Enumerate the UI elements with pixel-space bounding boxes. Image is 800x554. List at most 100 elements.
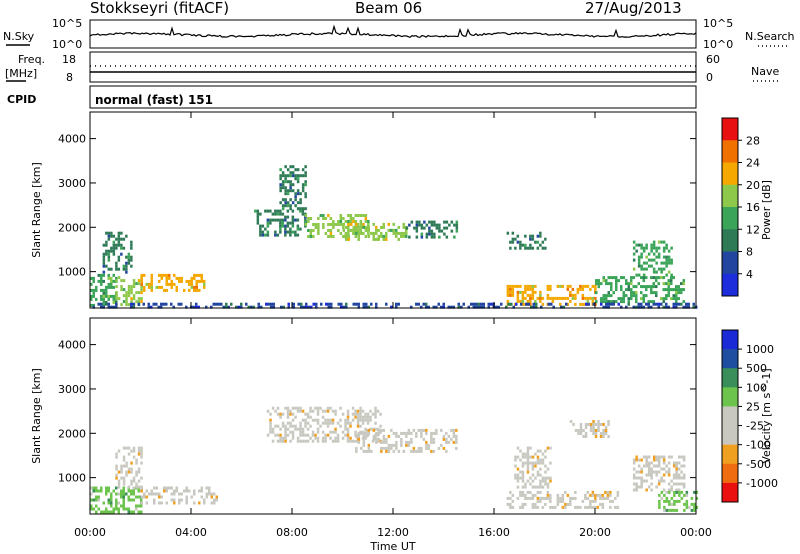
velocity-cell: [281, 436, 285, 440]
power-cell: [511, 240, 515, 244]
velocity-cell: [120, 489, 123, 493]
power-cell: [287, 302, 290, 306]
power-cell: [286, 215, 290, 219]
velocity-cell: [574, 496, 577, 500]
power-cell: [430, 223, 434, 227]
velocity-cell: [102, 501, 105, 505]
power-cell: [540, 305, 543, 309]
power-cell: [173, 282, 176, 286]
power-cell: [382, 225, 385, 229]
velocity-cell: [647, 464, 651, 468]
power-cell: [506, 293, 510, 297]
velocity-cell: [432, 449, 436, 453]
power-cell: [289, 221, 292, 225]
velocity-cell: [380, 449, 383, 453]
velocity-cell: [137, 470, 141, 474]
velocity-cell: [539, 499, 542, 503]
velocity-cell: [316, 436, 320, 440]
power-cell: [377, 234, 380, 238]
power-cell: [357, 229, 360, 232]
power-cell: [125, 234, 128, 238]
velocity-cell: [672, 461, 676, 465]
velocity-cell: [294, 406, 297, 410]
power-cell: [597, 282, 600, 286]
velocity-cell: [452, 428, 456, 432]
power-cell: [90, 294, 93, 298]
power-cell: [90, 297, 93, 301]
velocity-cell: [279, 415, 282, 419]
velocity-cell: [208, 492, 211, 496]
power-cell: [610, 285, 613, 289]
power-cell: [281, 171, 285, 175]
velocity-cell: [509, 490, 512, 494]
velocity-cell: [269, 418, 272, 422]
velocity-cell: [306, 412, 310, 416]
power-cell: [560, 305, 563, 309]
velocity-cell: [652, 464, 656, 468]
velocity-cell: [200, 486, 203, 490]
power-cell: [635, 273, 638, 277]
power-cell: [535, 305, 538, 309]
velocity-cell: [304, 439, 307, 443]
velocity-cell: [536, 455, 540, 459]
power-cell: [289, 207, 292, 211]
velocity-cell: [665, 496, 669, 500]
velocity-cell: [366, 421, 370, 425]
velocity-cell: [125, 473, 128, 477]
power-cell: [587, 302, 590, 306]
velocity-cell: [97, 507, 100, 511]
power-cell: [130, 255, 133, 259]
power-cell: [652, 300, 655, 304]
power-cell: [442, 302, 445, 306]
velocity-cell: [511, 493, 515, 497]
power-cell: [524, 246, 527, 250]
velocity-cell: [377, 431, 381, 435]
power-cell: [455, 229, 459, 233]
power-cell: [506, 284, 510, 288]
power-cell: [400, 234, 403, 238]
velocity-cell: [361, 415, 365, 419]
power-cell: [143, 285, 146, 289]
power-cell: [143, 273, 146, 277]
velocity-cell: [120, 492, 123, 496]
velocity-cell: [526, 479, 530, 483]
velocity-cell: [95, 495, 98, 499]
power-cell: [645, 267, 648, 271]
velocity-cell: [130, 461, 133, 465]
velocity-cell: [365, 434, 368, 438]
power-cell: [276, 218, 280, 222]
velocity-cell: [415, 434, 418, 438]
power-cell: [642, 246, 646, 250]
power-cell: [600, 297, 603, 301]
power-cell: [652, 267, 656, 271]
velocity-cell: [122, 486, 125, 490]
velocity-cell: [366, 418, 370, 422]
velocity-cell: [276, 406, 280, 410]
velocity-cell: [447, 434, 451, 438]
velocity-cell: [170, 498, 173, 502]
velocity-cell: [650, 473, 653, 477]
velocity-cell: [407, 431, 411, 435]
velocity-cell: [665, 499, 669, 503]
velocity-cell: [680, 464, 683, 468]
power-cell: [395, 231, 398, 235]
velocity-cell: [635, 488, 638, 492]
velocity-cell: [180, 492, 183, 496]
power-cell: [291, 189, 295, 193]
velocity-cell: [160, 495, 163, 499]
power-cell: [107, 258, 111, 262]
velocity-cell: [690, 502, 694, 506]
power-cell: [274, 233, 277, 237]
power-cell: [642, 276, 645, 280]
power-cell: [332, 220, 335, 223]
velocity-cell: [564, 490, 567, 494]
velocity-cell: [437, 446, 441, 450]
power-cell: [559, 296, 562, 300]
power-cell: [551, 299, 555, 303]
y-tick-label: 3000: [58, 383, 86, 396]
velocity-cell: [344, 421, 347, 425]
power-cell: [430, 229, 434, 233]
power-cell: [546, 296, 550, 300]
power-cell: [127, 258, 131, 262]
power-cell: [541, 246, 545, 250]
